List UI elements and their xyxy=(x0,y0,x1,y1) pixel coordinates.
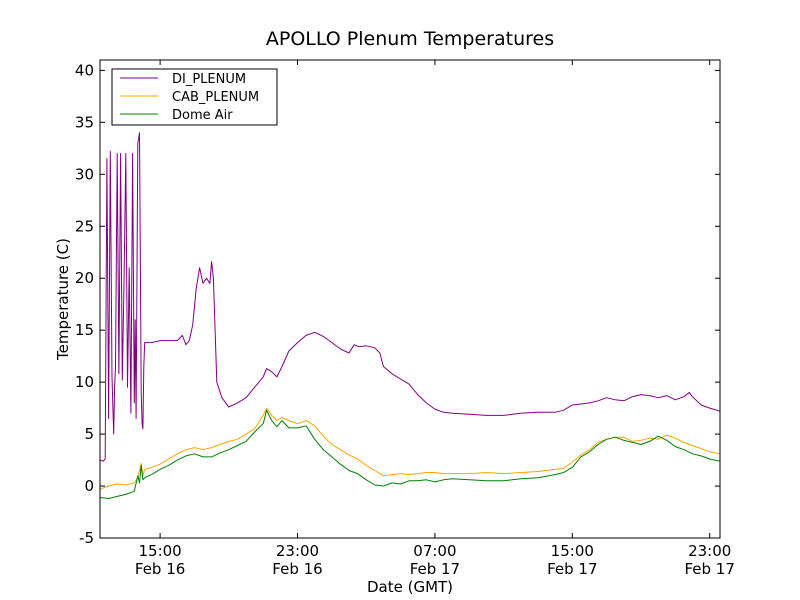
x-tick-time-label: 23:00 xyxy=(688,542,731,560)
y-axis-ticks: -5 0 5 10 15 20 25 30 35 40 xyxy=(75,61,720,547)
x-tick-time-label: 23:00 xyxy=(276,542,319,560)
x-tick-date-label: Feb 17 xyxy=(410,560,460,578)
y-tick-label: 35 xyxy=(75,113,94,131)
x-tick-time-label: 15:00 xyxy=(551,542,594,560)
y-tick-label: 40 xyxy=(75,61,94,79)
x-tick-date-label: Feb 17 xyxy=(684,560,734,578)
x-tick-date-label: Feb 16 xyxy=(135,560,185,578)
y-tick-label: 30 xyxy=(75,165,94,183)
y-tick-label: 5 xyxy=(84,425,94,443)
x-tick-time-label: 15:00 xyxy=(138,542,181,560)
legend-label-2: Dome Air xyxy=(172,108,233,123)
x-tick-time-label: 07:00 xyxy=(413,542,456,560)
legend: DI_PLENUM CAB_PLENUM Dome Air xyxy=(111,68,278,126)
series-line-0 xyxy=(100,132,720,462)
y-tick-label: 15 xyxy=(75,321,94,339)
legend-label-1: CAB_PLENUM xyxy=(172,90,259,105)
x-tick-date-label: Feb 17 xyxy=(547,560,597,578)
series-line-2 xyxy=(100,409,720,499)
x-tick-date-label: Feb 16 xyxy=(272,560,322,578)
x-axis-label: Date (GMT) xyxy=(367,578,453,596)
series-line-1 xyxy=(100,407,720,490)
y-tick-label: -5 xyxy=(79,529,94,547)
plot-frame xyxy=(99,59,721,539)
legend-label-0: DI_PLENUM xyxy=(172,72,246,87)
y-tick-label: 25 xyxy=(75,217,94,235)
chart-title: APOLLO Plenum Temperatures xyxy=(266,28,554,50)
y-axis-label: Temperature (C) xyxy=(54,238,72,361)
y-tick-label: 0 xyxy=(84,477,94,495)
y-tick-label: 10 xyxy=(75,373,94,391)
y-tick-label: 20 xyxy=(75,269,94,287)
